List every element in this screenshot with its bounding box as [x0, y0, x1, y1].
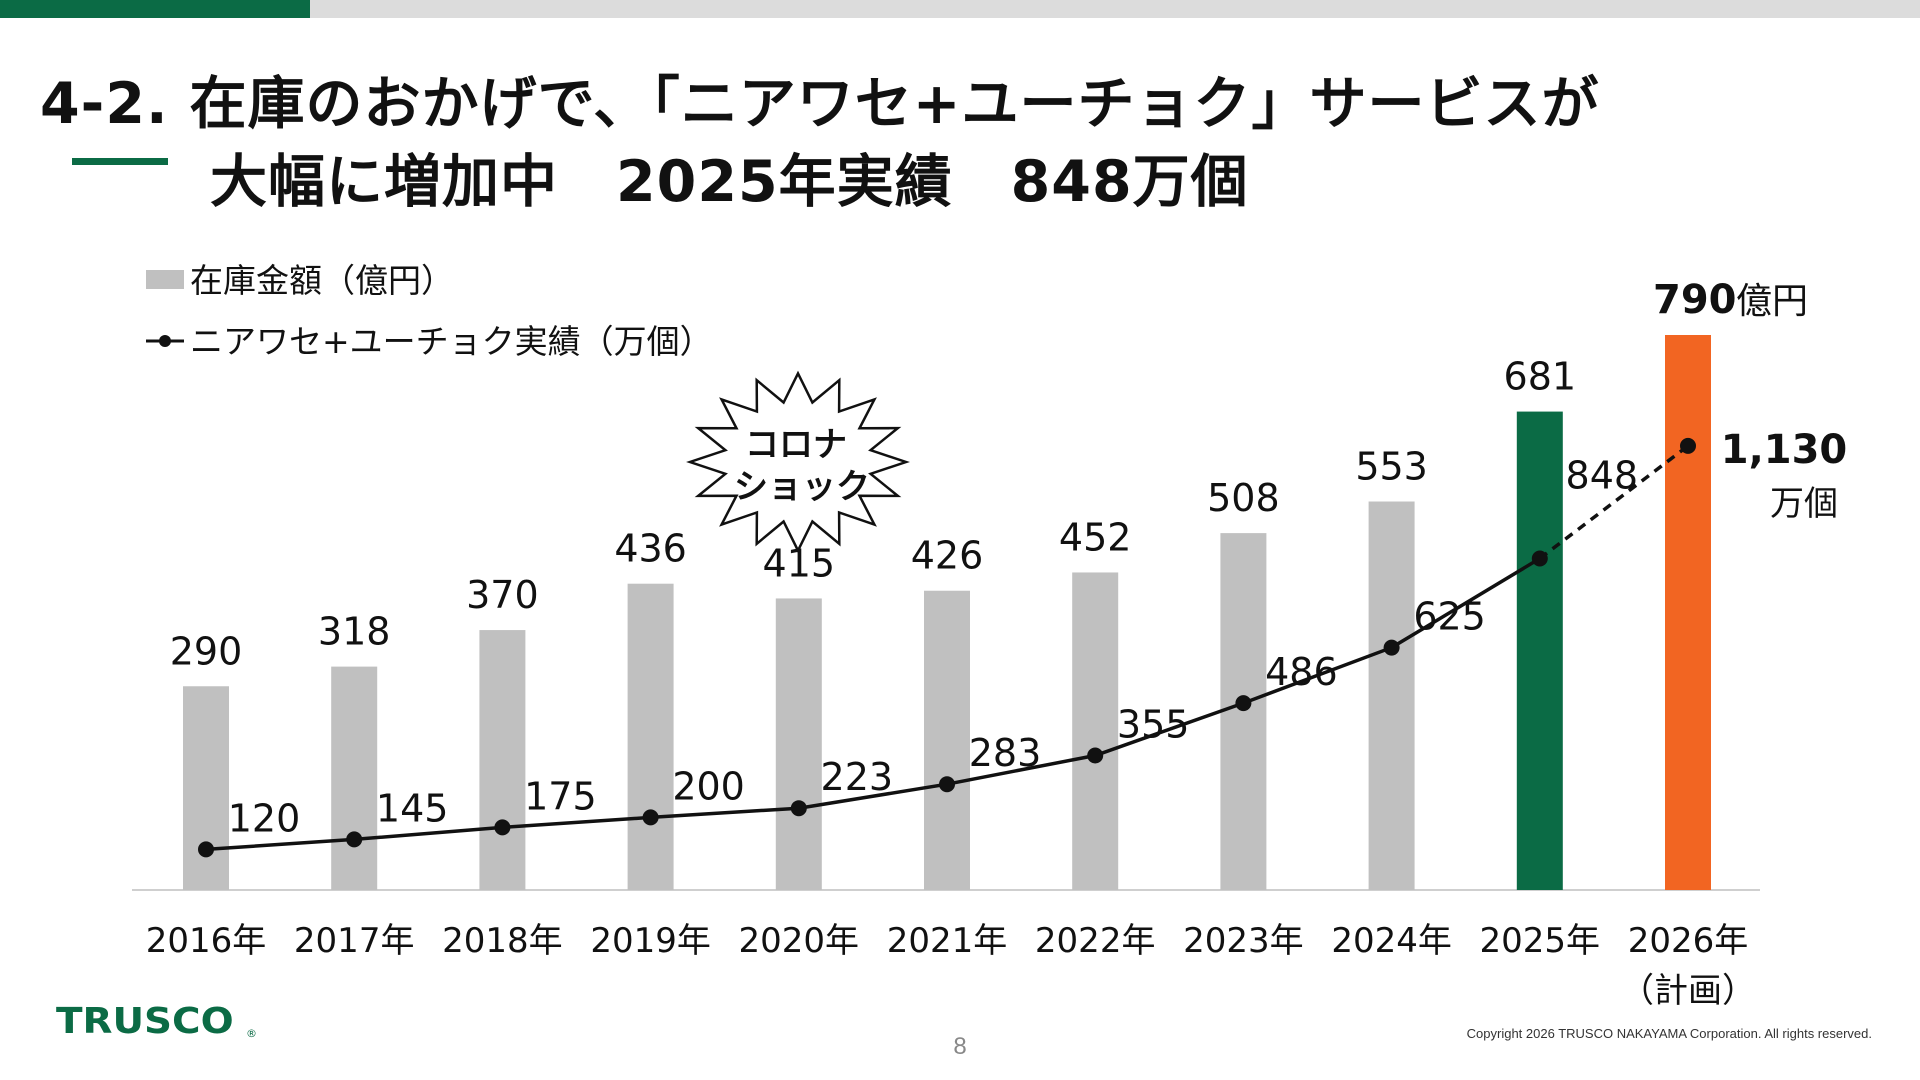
category-label: 2020年	[739, 921, 860, 961]
bar-2026年	[1665, 335, 1711, 890]
line-value-label: 120	[228, 796, 301, 840]
bar-2017年	[331, 666, 378, 890]
bar-2018年	[479, 630, 526, 890]
line-point-2018年	[494, 819, 511, 836]
category-label: 2025年	[1480, 921, 1601, 961]
category-label: 2017年	[294, 921, 415, 961]
bar-2020年	[775, 598, 822, 890]
line-value-label: 200	[672, 764, 745, 808]
bar-2023年	[1220, 533, 1267, 890]
category-label: 2018年	[442, 921, 563, 961]
legend-line-label: ニアワセ+ユーチョク実績（万個）	[190, 322, 713, 361]
corona-shock-burst	[686, 370, 910, 554]
category-sublabel: （計画）	[1620, 971, 1756, 1011]
line-point-2021年	[939, 776, 955, 793]
line-value-label: 145	[376, 786, 449, 830]
line-point-2017年	[346, 831, 363, 848]
bar-value-label: 452	[1059, 515, 1132, 559]
trusco-logo: TRUSCO	[56, 1001, 234, 1042]
line-point-2026年	[1680, 437, 1696, 454]
bar-2024年	[1368, 501, 1415, 890]
line-point-2019年	[642, 809, 659, 826]
line-point-2020年	[790, 800, 807, 817]
category-label: 2022年	[1035, 921, 1156, 961]
bar-value-label: 553	[1355, 445, 1428, 489]
bar-value-label: 426	[911, 534, 984, 578]
line-point-2023年	[1235, 695, 1252, 712]
legend-bar-swatch	[146, 270, 184, 289]
bar-2025年	[1516, 411, 1563, 890]
logo-registered-mark: ®	[246, 1027, 257, 1040]
line-value-label: 486	[1265, 650, 1338, 694]
legend-line-marker	[159, 335, 171, 347]
bar-2021年	[924, 590, 970, 890]
plan-line-value-label: 1,130	[1721, 427, 1848, 473]
plan-bar-value-label: 790	[1653, 277, 1737, 323]
line-point-2024年	[1383, 639, 1400, 656]
plan-line-unit-label: 万個	[1770, 484, 1838, 524]
bar-value-label: 508	[1207, 476, 1280, 520]
category-label: 2021年	[887, 921, 1008, 961]
line-value-label: 283	[969, 731, 1042, 775]
page-title-line-2: 大幅に増加中 2025年実績 848万個	[210, 149, 1249, 215]
bar-value-label: 318	[318, 610, 391, 654]
bar-value-label: 370	[466, 573, 539, 617]
line-point-2025年	[1531, 550, 1548, 567]
bar-value-label: 290	[170, 629, 243, 673]
bar-value-label: 681	[1504, 355, 1577, 399]
bar-2022年	[1072, 572, 1119, 890]
plan-bar-unit-label: 億円	[1736, 281, 1808, 322]
line-point-2016年	[198, 841, 214, 858]
title-dash-decoration	[72, 158, 168, 165]
page-number: 8	[953, 1033, 967, 1060]
top-bar-accent	[0, 0, 310, 18]
line-value-label: 355	[1117, 702, 1190, 746]
line-value-label: 223	[821, 755, 894, 799]
top-bar	[0, 0, 1920, 18]
line-series-actual	[205, 557, 1541, 852]
bar-value-label: 436	[614, 527, 687, 571]
line-value-label: 175	[524, 774, 597, 818]
bar-2019年	[627, 583, 674, 890]
category-label: 2016年	[146, 921, 267, 961]
corona-shock-text-1: コロナ	[745, 425, 847, 465]
copyright-notice: Copyright 2026 TRUSCO NAKAYAMA Corporati…	[1466, 1026, 1872, 1041]
bar-2016年	[183, 686, 229, 890]
line-value-label: 625	[1413, 595, 1486, 639]
line-point-2022年	[1087, 747, 1104, 764]
corona-shock-text-2: ショック	[734, 467, 870, 507]
line-value-label: 848	[1566, 454, 1639, 498]
category-label: 2026年	[1628, 921, 1749, 961]
legend-bar-label: 在庫金額（億円）	[190, 261, 454, 300]
category-label: 2024年	[1331, 921, 1452, 961]
category-label: 2023年	[1183, 921, 1304, 961]
page-title-line-1: 4-2. 在庫のおかげで、「ニアワセ+ユーチョク」サービスが	[40, 71, 1600, 137]
category-label: 2019年	[590, 921, 711, 961]
